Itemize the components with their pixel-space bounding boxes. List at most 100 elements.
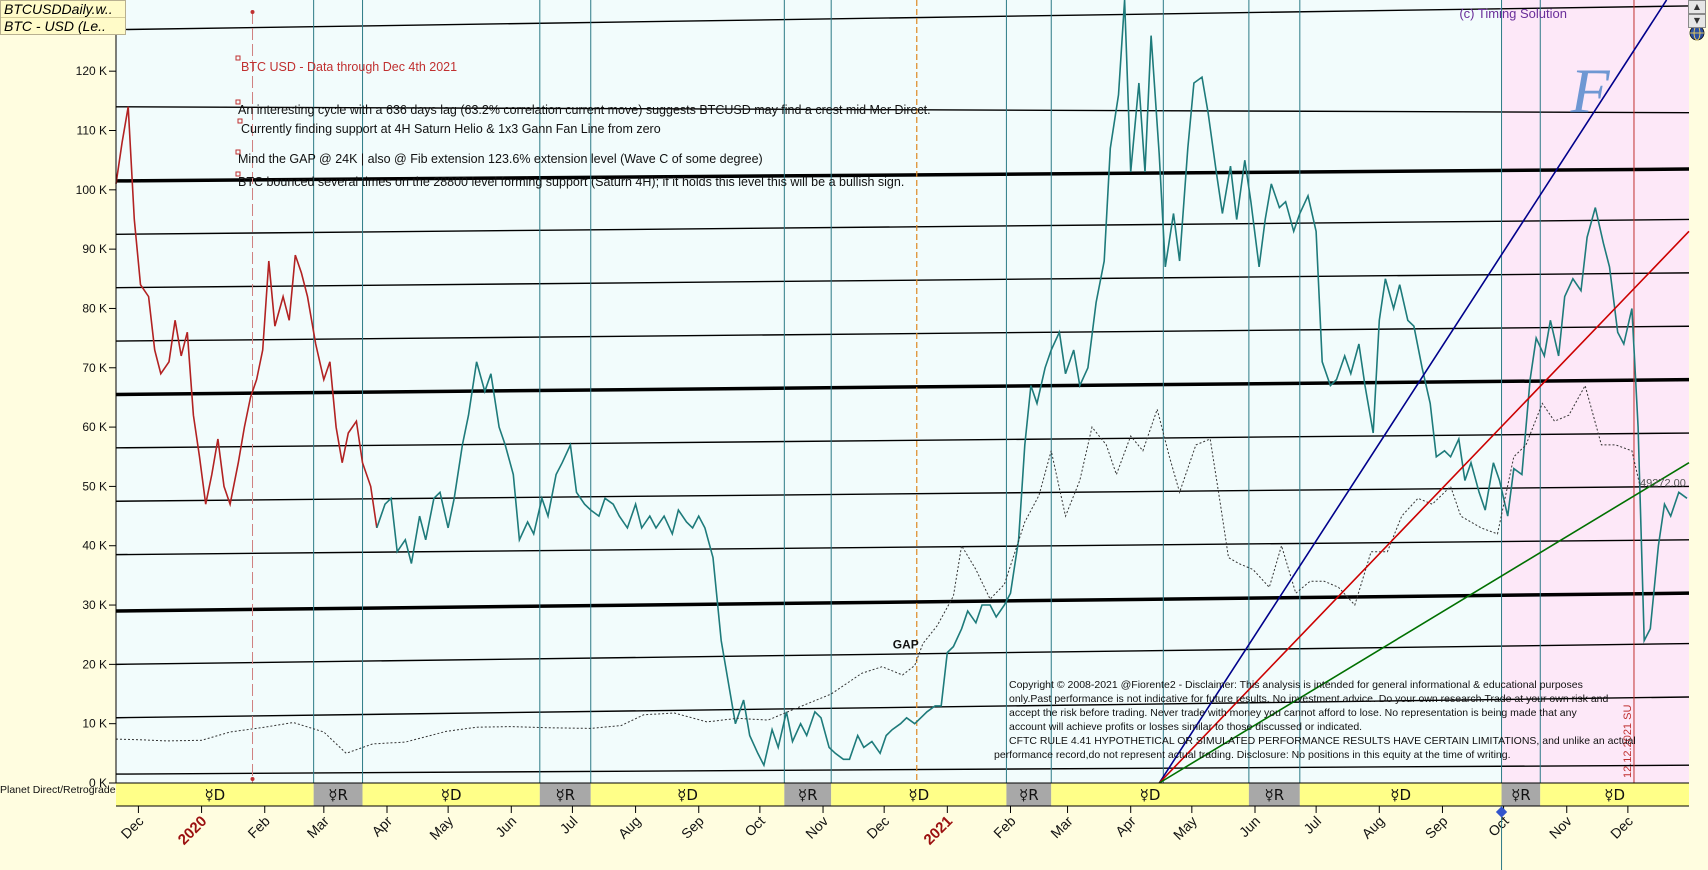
globe-icon[interactable] <box>1689 25 1705 41</box>
level-line <box>115 485 1690 502</box>
chart-note-4: BTC bounced several times on the 28800 l… <box>238 175 904 189</box>
level-line <box>115 377 1690 397</box>
disclaimer-line: account will achieve profits or losses s… <box>1009 721 1362 733</box>
retrograde-segment[interactable] <box>539 783 591 806</box>
retrograde-band-label: Planet Direct/Retrograde <box>0 784 116 796</box>
y-tick-label: 20 K <box>82 657 107 671</box>
price-series-group <box>115 0 1688 768</box>
y-tick-label: 30 K <box>82 598 107 612</box>
level-line <box>115 5 1690 31</box>
gap-label: GAP <box>893 638 919 652</box>
level-line <box>115 272 1690 289</box>
disclaimer-line: accept the risk before trading. Never tr… <box>1009 707 1577 719</box>
direct-segment[interactable] <box>362 783 540 806</box>
y-tick-label: 10 K <box>82 717 107 731</box>
note-marker <box>235 149 241 155</box>
y-tick-label: 50 K <box>82 479 107 493</box>
y-tick-label: 60 K <box>82 420 107 434</box>
level-line <box>115 642 1690 666</box>
level-line <box>115 539 1690 556</box>
disclaimer-line: only.Past performance is not indicative … <box>1009 693 1609 705</box>
level-line <box>115 167 1690 183</box>
symbol-tab-2[interactable]: BTC - USD (Le.. <box>1 17 125 34</box>
y-tick-label: 70 K <box>82 361 107 375</box>
price-series-line-2[interactable] <box>376 0 1688 768</box>
symbol-tab-1[interactable]: BTCUSDDaily.w.. <box>4 1 113 17</box>
note-marker <box>235 171 241 177</box>
y-tick-label: 40 K <box>82 539 107 553</box>
y-axis: 0 K 10 K 20 K 30 K 40 K 50 K 60 K 70 K 80 K 90 K 1… <box>76 0 117 790</box>
marker-dot <box>250 10 255 14</box>
note-marker <box>237 118 243 124</box>
y-tick-label: 0 K <box>89 776 107 790</box>
disclaimer-block: Copyright © 2008-2021 @Fiorente2 - Discl… <box>994 679 1636 761</box>
level-line <box>115 218 1690 236</box>
y-tick-label: 90 K <box>82 242 107 256</box>
annotations-group: BTC USD - Data through Dec 4th 2021 An i… <box>235 6 1686 778</box>
y-tick-label: 110 K <box>77 124 107 138</box>
mercury-phase-label: ☿R <box>1511 786 1531 804</box>
projection-shade-group <box>1501 0 1689 783</box>
level-line <box>115 325 1690 342</box>
direct-segment[interactable] <box>1540 783 1689 806</box>
current-date-label: 12.12.2021 SU <box>1622 705 1634 778</box>
y-tick-label: 80 K <box>82 301 107 315</box>
level-line <box>115 432 1690 449</box>
retrograde-segment[interactable] <box>1501 783 1541 806</box>
gann-fan-line <box>1158 0 1668 784</box>
mercury-phase-label: ☿R <box>555 786 575 804</box>
level-lines-group <box>115 5 1690 775</box>
mercury-phase-label: ☿D <box>204 786 225 804</box>
direct-segment[interactable] <box>116 783 314 806</box>
copyright-label: (c) Timing Solution <box>1459 6 1567 21</box>
retrograde-band: ☿D ☿R ☿D ☿R ☿D ☿R ☿D ☿R ☿D ☿R ☿D ☿R ☿D <box>116 782 1689 807</box>
chart-note-2: Currently finding support at 4H Saturn H… <box>241 122 661 136</box>
mercury-phase-label: ☿D <box>908 786 929 804</box>
mercury-phase-label: ☿R <box>328 786 348 804</box>
direct-segment[interactable] <box>831 783 1007 806</box>
chart-note-1: An interesting cycle with a 636 days lag… <box>238 103 931 117</box>
mercury-phase-label: ☿D <box>1140 786 1161 804</box>
projection-shade <box>1501 0 1689 783</box>
disclaimer-line: Copyright © 2008-2021 @Fiorente2 - Discl… <box>1009 679 1583 691</box>
direct-segment[interactable] <box>590 783 785 806</box>
note-marker <box>235 99 241 105</box>
y-tick-label: 100 K <box>76 183 107 197</box>
retrograde-segment[interactable] <box>784 783 832 806</box>
level-line <box>115 106 1690 114</box>
disclaimer-line: CFTC RULE 4.41 HYPOTHETICAL OR SIMULATED… <box>1009 735 1636 747</box>
note-marker <box>235 55 241 61</box>
retrograde-segment[interactable] <box>313 783 363 806</box>
last-value-label: 49272.00 <box>1640 478 1686 490</box>
scroll-marker-icon[interactable] <box>1495 806 1508 818</box>
mercury-phase-label: ☿R <box>1019 786 1039 804</box>
level-line <box>115 696 1690 719</box>
triangle-up-icon: ▲ <box>1693 2 1701 11</box>
retrograde-segment[interactable] <box>1248 783 1300 806</box>
price-series-line-1[interactable] <box>115 106 378 529</box>
logo-icon: F <box>1569 55 1610 126</box>
symbol-tabs[interactable]: BTCUSDDaily.w.. BTC - USD (Le.. <box>0 0 126 35</box>
retrograde-segment[interactable] <box>1006 783 1052 806</box>
mercury-phase-label: ☿D <box>1390 786 1411 804</box>
scroll-up-button[interactable]: ▲ <box>1688 0 1706 14</box>
chart-title: BTC USD - Data through Dec 4th 2021 <box>241 60 457 74</box>
level-line <box>115 764 1690 775</box>
gann-fan-line <box>1158 461 1690 784</box>
price-series-line-3[interactable] <box>115 384 1641 754</box>
direct-segment[interactable] <box>1051 783 1249 806</box>
direct-segment[interactable] <box>1299 783 1502 806</box>
mercury-phase-label: ☿D <box>1604 786 1625 804</box>
gann-fan-line <box>1158 230 1690 784</box>
gann-lines-group <box>1158 0 1690 784</box>
scroll-down-button[interactable]: ▼ <box>1688 14 1706 28</box>
chart-note-3: Mind the GAP @ 24K | also @ Fib extensio… <box>238 152 763 166</box>
disclaimer-line: performance record,do not represent actu… <box>994 749 1511 761</box>
level-line <box>115 591 1690 613</box>
y-tick-label: 120 K <box>76 64 107 78</box>
mercury-phase-label: ☿D <box>441 786 462 804</box>
cycle-verticals-group <box>250 0 1635 783</box>
mercury-phase-label: ☿R <box>1265 786 1285 804</box>
marker-dot <box>250 777 255 781</box>
